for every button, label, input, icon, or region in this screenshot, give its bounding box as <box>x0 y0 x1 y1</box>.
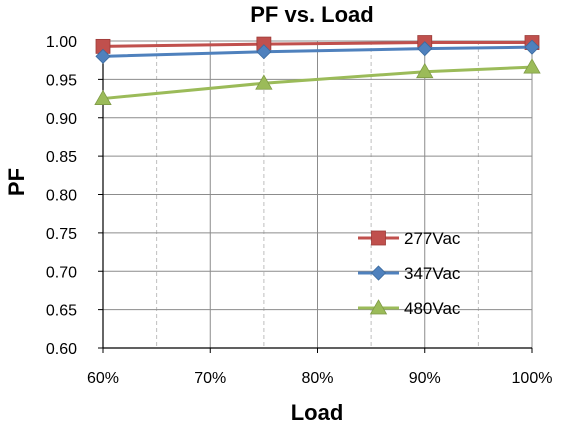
legend-marker <box>371 230 386 246</box>
x-axis-label: Load <box>291 400 344 424</box>
y-tick-label: 0.95 <box>46 72 77 89</box>
y-tick-label: 1.00 <box>46 34 77 51</box>
x-tick-label: 80% <box>301 370 333 387</box>
x-tick-label: 90% <box>409 370 441 387</box>
series-line <box>102 45 533 58</box>
x-tick-labels: 60% 70% 80% 90% 100% <box>87 370 552 387</box>
legend-marker <box>369 299 388 315</box>
x-tick-label: 70% <box>194 370 226 387</box>
legend-item: 480Vac <box>358 299 461 318</box>
chart-title: PF vs. Load <box>250 2 373 27</box>
y-axis-label: PF <box>4 168 29 196</box>
y-tick-label: 0.85 <box>46 149 77 166</box>
series-480Vac <box>94 58 541 105</box>
data-point <box>417 41 433 57</box>
series-group <box>94 35 541 105</box>
legend-label: 480Vac <box>404 299 461 318</box>
y-tick-labels: 0.60 0.65 0.70 0.75 0.80 0.85 0.90 0.95 1.00 <box>46 34 77 358</box>
series-line <box>102 65 533 101</box>
grid <box>102 40 533 349</box>
data-point <box>416 62 434 79</box>
x-tick-label: 100% <box>512 370 553 387</box>
legend-label: 277Vac <box>404 229 461 248</box>
data-point <box>95 48 111 64</box>
data-point <box>523 58 541 74</box>
data-point <box>255 74 273 90</box>
y-tick-label: 0.65 <box>46 303 77 320</box>
legend: 277Vac 347Vac 480Vac <box>358 229 461 318</box>
data-point <box>524 39 540 55</box>
y-tick-label: 0.60 <box>46 341 77 358</box>
legend-item: 347Vac <box>358 264 461 283</box>
axes <box>98 40 533 353</box>
legend-item: 277Vac <box>358 229 461 248</box>
x-tick-label: 60% <box>87 370 119 387</box>
y-tick-label: 0.75 <box>46 226 77 243</box>
y-tick-label: 0.70 <box>46 264 77 281</box>
legend-marker <box>370 265 387 281</box>
y-tick-label: 0.80 <box>46 188 77 205</box>
y-tick-label: 0.90 <box>46 111 77 128</box>
legend-label: 347Vac <box>404 264 461 283</box>
data-point <box>256 44 272 60</box>
series-line <box>102 41 532 48</box>
series-347Vac <box>95 39 540 64</box>
data-point <box>94 89 112 105</box>
